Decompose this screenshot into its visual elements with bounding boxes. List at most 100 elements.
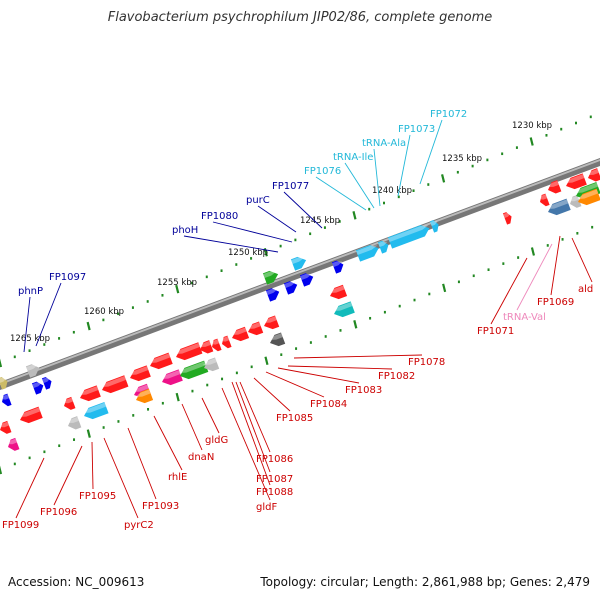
- inner-tick-track: [0, 225, 594, 475]
- gene-label: FP1088: [256, 487, 293, 498]
- inner-minor-tick: [73, 438, 76, 441]
- gene-label: FP1085: [276, 413, 313, 424]
- reverse-gene-arrow: [564, 173, 587, 190]
- gene-label: FP1097: [49, 272, 86, 283]
- inner-minor-tick: [221, 377, 224, 381]
- gene-label: purC: [246, 195, 270, 206]
- scale-labels: 1230 kbp 1235 kbp 1240 kbp 1245 kbp 1250 kbp…: [10, 121, 552, 344]
- inner-minor-tick: [235, 371, 238, 375]
- leader-line: [231, 381, 271, 486]
- inner-major-tick: [86, 429, 91, 438]
- leader-line: [221, 387, 271, 501]
- gene-label: FP1093: [142, 501, 179, 512]
- inner-major-tick: [264, 356, 269, 366]
- inner-minor-tick: [576, 231, 579, 235]
- reverse-gene-arrow: [230, 326, 250, 342]
- forward-gene-arrow: [31, 381, 44, 395]
- reverse-gene-arrow: [66, 416, 82, 430]
- inner-minor-tick: [28, 456, 31, 460]
- gene-label: FP1084: [310, 399, 347, 410]
- outer-major-tick: [86, 321, 91, 331]
- leader-line: [293, 354, 423, 359]
- outer-major-tick: [175, 284, 180, 294]
- outer-minor-tick: [456, 170, 459, 174]
- gene-label: FP1082: [378, 371, 415, 382]
- reverse-gene-arrow: [220, 335, 232, 349]
- outer-minor-tick: [501, 152, 504, 156]
- gene-label: phnP: [18, 286, 43, 297]
- outer-minor-tick: [486, 158, 489, 162]
- reverse-gene-arrow: [134, 388, 154, 404]
- forward-gene-arrow: [41, 376, 52, 390]
- leader-line: [287, 365, 393, 370]
- reverse-gene-arrow: [246, 321, 264, 336]
- inner-minor-tick: [309, 341, 312, 344]
- gene-label: FP1083: [345, 385, 382, 396]
- leader-line: [53, 445, 83, 506]
- outer-major-tick: [529, 137, 534, 146]
- forward-gene-arrow: [429, 220, 439, 233]
- reverse-gene-arrow: [160, 369, 183, 386]
- reverse-gene-arrow: [82, 401, 109, 420]
- gene-label: tRNA-Ile: [333, 152, 373, 163]
- outer-minor-tick: [13, 355, 16, 359]
- scale-label: 1255 kbp: [157, 278, 197, 288]
- leader-line: [571, 237, 593, 283]
- scale-label: 1235 kbp: [442, 154, 482, 164]
- outer-major-tick: [0, 358, 3, 368]
- reverse-gene-arrow: [576, 188, 600, 206]
- outer-minor-tick: [323, 226, 326, 229]
- scale-label: 1245 kbp: [300, 216, 340, 226]
- inner-minor-tick: [58, 444, 61, 448]
- leader-line: [253, 377, 291, 412]
- gene-label: phoH: [172, 225, 198, 236]
- inner-minor-tick: [43, 450, 46, 454]
- inner-minor-tick: [546, 244, 549, 247]
- outer-minor-tick: [515, 146, 518, 149]
- forward-gene-arrow: [0, 376, 8, 390]
- leader-line: [419, 119, 443, 185]
- outer-minor-tick: [191, 281, 193, 285]
- inner-minor-tick: [117, 420, 120, 423]
- outer-major-tick: [441, 174, 446, 183]
- gene-label: FP1071: [477, 326, 514, 337]
- outer-minor-tick: [72, 330, 75, 334]
- leader-line: [201, 397, 220, 434]
- outer-minor-tick: [397, 195, 400, 199]
- inner-minor-tick: [502, 262, 505, 265]
- leader-line: [153, 415, 183, 471]
- outer-minor-tick: [368, 207, 371, 211]
- reverse-gene-arrow: [262, 315, 280, 330]
- leader-line: [127, 427, 157, 500]
- gene-label: dnaN: [188, 452, 214, 463]
- reverse-gene-arrow: [6, 437, 20, 451]
- outer-minor-tick: [250, 257, 253, 260]
- outer-minor-tick: [560, 127, 563, 131]
- outer-minor-tick: [575, 121, 577, 125]
- genome-map: 1230 kbp 1235 kbp 1240 kbp 1245 kbp 1250 kbp…: [0, 109, 600, 531]
- scale-label: 1260 kbp: [84, 307, 124, 317]
- forward-gene-arrow: [0, 393, 12, 407]
- gene-label: FP1099: [2, 520, 39, 531]
- reverse-gene-arrow: [62, 396, 76, 410]
- outer-major-tick: [352, 211, 357, 220]
- reverse-gene-arrow: [174, 342, 203, 361]
- outer-tick-track: [0, 115, 592, 368]
- inner-major-tick: [353, 320, 358, 329]
- outer-minor-tick: [220, 269, 223, 272]
- leader-lines: [15, 119, 593, 519]
- genome-summary-text: Topology: circular; Length: 2,861,988 bp…: [260, 575, 590, 589]
- forward-gene-arrow: [502, 212, 512, 225]
- gene-label: gldG: [205, 435, 228, 446]
- outer-minor-tick: [235, 263, 238, 266]
- inner-minor-tick: [457, 280, 460, 284]
- gene-label: FP1080: [201, 211, 238, 222]
- outer-minor-tick: [102, 318, 105, 322]
- inner-minor-tick: [147, 408, 150, 411]
- reverse-gene-arrow: [546, 198, 571, 216]
- leader-line: [344, 162, 375, 209]
- gene-label: gldF: [256, 502, 277, 513]
- outer-minor-tick: [146, 300, 149, 303]
- scale-label: 1265 kbp: [10, 334, 50, 344]
- forward-gene-arrow: [377, 240, 389, 254]
